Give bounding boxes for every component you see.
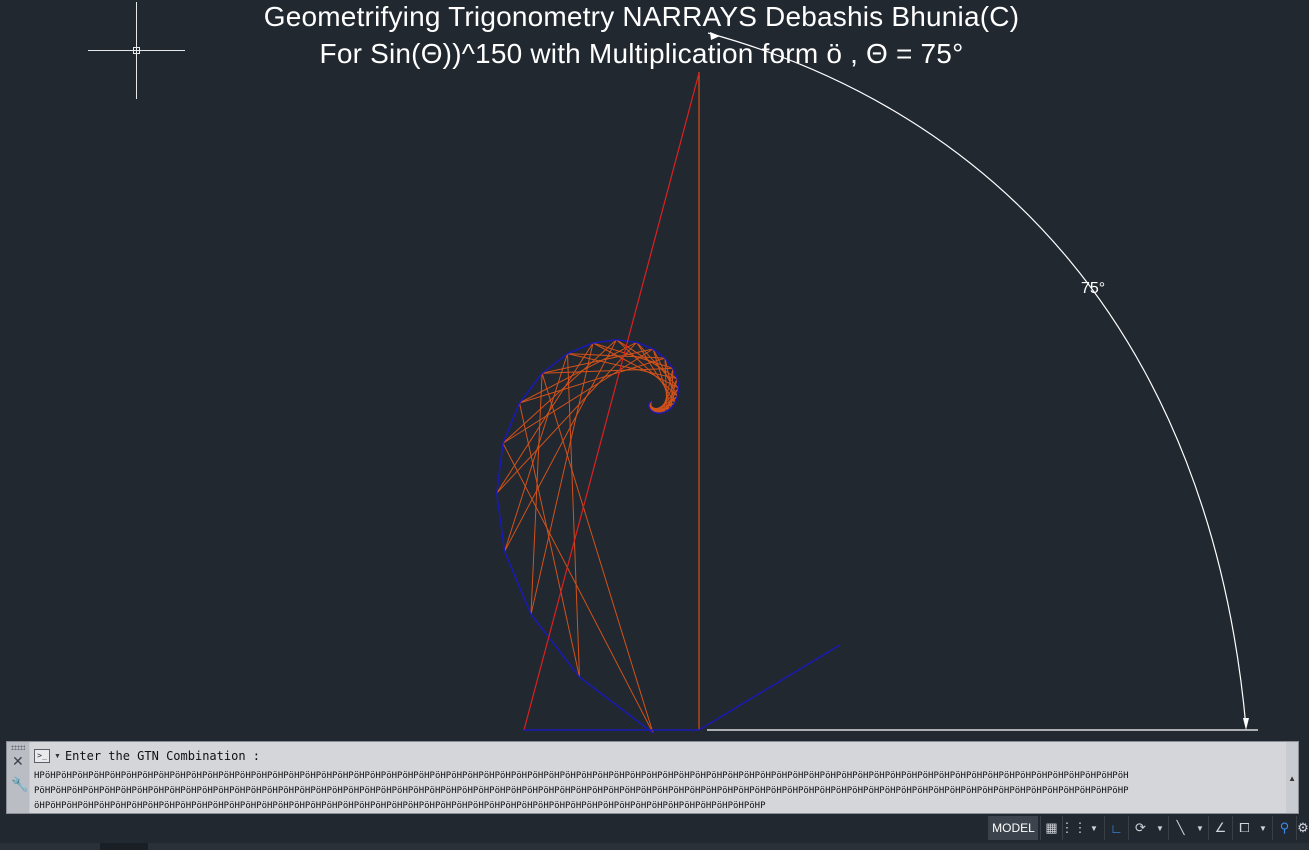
spiral-edge	[652, 348, 666, 359]
command-text-line: öHPöHPöHPöHPöHPöHPöHPöHPöHPöHPöHPöHPöHPö…	[34, 801, 766, 811]
spiral-edge	[503, 551, 532, 615]
spiral-edge	[495, 443, 504, 494]
polar-tracking-dropdown-icon[interactable]: ▼	[1156, 823, 1164, 833]
star-chord	[530, 342, 594, 615]
star-chord	[496, 341, 638, 494]
command-line-grip[interactable]: ✕ 🔧	[7, 742, 29, 813]
crosshair-pickbox	[133, 47, 140, 54]
workspace-switch-icon[interactable]: ⚙	[1296, 816, 1309, 840]
snap-mode-dropdown-icon[interactable]: ▼	[1090, 823, 1098, 833]
isometric-drafting-icon[interactable]: ╲	[1168, 816, 1192, 840]
customize-wrench-icon[interactable]: 🔧	[11, 776, 29, 792]
selection-dropdown-icon[interactable]: ▼	[1259, 823, 1267, 833]
status-bar	[0, 815, 1309, 843]
star-chord	[502, 339, 617, 444]
dimension-arrowhead-bottom	[1243, 718, 1249, 730]
star-chord	[530, 373, 543, 615]
command-line-body[interactable]: >_ ▼ Enter the GTN Combination : HPöHPöH…	[30, 742, 1286, 813]
star-chord	[658, 378, 678, 414]
layout-tab[interactable]	[100, 843, 148, 850]
spiral-edge	[567, 342, 594, 355]
star-chord	[502, 348, 654, 444]
star-chord	[519, 341, 637, 404]
angle-dimension	[707, 32, 1258, 731]
drawing-title-line2: For Sin(Θ))^150 with Multiplication form…	[319, 38, 964, 69]
star-chord	[542, 367, 674, 374]
selection-cycling-icon[interactable]: ⧠	[1232, 816, 1256, 840]
layout-tabs-strip	[0, 843, 1309, 850]
command-text-line: HPöHPöHPöHPöHPöHPöHPöHPöHPöHPöHPöHPöHPöH…	[34, 771, 1129, 781]
hypotenuse-ray	[523, 72, 700, 731]
star-chord	[664, 358, 668, 412]
star-chord	[504, 339, 617, 552]
spiral-edge	[518, 372, 543, 404]
dimension-arrowhead-top	[710, 32, 720, 40]
spiral-edge	[655, 412, 660, 415]
isometric-dropdown-icon[interactable]: ▼	[1196, 823, 1204, 833]
close-icon[interactable]: ✕	[12, 753, 24, 769]
star-chord	[652, 348, 672, 409]
geometrifying-figure	[495, 72, 841, 734]
star-chord	[519, 402, 580, 678]
spiral-edge	[592, 339, 617, 344]
spiral-edge	[649, 401, 652, 403]
command-prompt-text: Enter the GTN Combination :	[64, 749, 261, 763]
spiral-edge	[636, 341, 654, 350]
crosshair-vertical	[136, 2, 137, 99]
dynamic-ucs-icon[interactable]: ∠	[1208, 816, 1232, 840]
star-chord	[636, 342, 676, 404]
spiral-edge	[652, 411, 656, 414]
star-chord	[504, 353, 568, 552]
snap-mode-icon[interactable]: ⋮⋮	[1061, 816, 1087, 840]
annotation-monitor-icon[interactable]: ⚲	[1272, 816, 1296, 840]
spiral-edge	[579, 676, 654, 734]
grid-display-icon[interactable]: ▦	[1040, 816, 1062, 840]
polar-tracking-icon[interactable]: ⟳	[1128, 816, 1152, 840]
star-chord	[519, 357, 666, 404]
scroll-up-icon[interactable]: ▲	[1288, 774, 1296, 783]
spiral-edge	[664, 357, 674, 369]
dimension-arc	[707, 32, 1247, 728]
dimension-angle-label: 75°	[1081, 280, 1106, 297]
spiral-edge	[495, 493, 506, 552]
star-chord	[662, 368, 674, 413]
drawing-title-line1: Geometrifying Trigonometry NARRAYS Debas…	[263, 1, 1020, 32]
star-chord	[502, 442, 654, 734]
grip-dots-icon[interactable]	[11, 745, 25, 750]
spiral-edge	[676, 388, 680, 397]
star-chord	[567, 353, 580, 678]
command-text-line: PöHPöHPöHPöHPöHPöHPöHPöHPöHPöHPöHPöHPöHP…	[34, 786, 1129, 796]
star-chord	[567, 353, 666, 359]
spiral-edge	[666, 407, 672, 412]
spiral-edge	[530, 613, 581, 678]
spiral-edge	[541, 353, 568, 374]
spiral-edge	[648, 406, 651, 409]
spiral-edge	[658, 412, 663, 415]
spiral-edge	[650, 409, 654, 413]
spiral-edge	[670, 402, 676, 409]
star-chord	[567, 353, 678, 380]
star-chord	[616, 339, 678, 397]
chevron-down-icon[interactable]: ▼	[54, 752, 61, 760]
star-chord	[496, 342, 594, 494]
spiral-edge	[674, 396, 679, 404]
spiral-edge	[616, 339, 637, 344]
spiral-edge	[502, 402, 521, 444]
spiral-edge	[649, 408, 652, 411]
star-chord	[541, 348, 654, 374]
command-line-panel[interactable]: ✕ 🔧 >_ ▼ Enter the GTN Combination : HPö…	[6, 741, 1299, 814]
spiral-edge	[662, 410, 668, 414]
spiral-edge	[676, 378, 680, 389]
command-prompt-row: >_ ▼ Enter the GTN Combination :	[34, 748, 260, 764]
command-prompt-icon[interactable]: >_	[34, 749, 50, 763]
model-space-button[interactable]: MODEL	[988, 816, 1038, 840]
command-input-text[interactable]: HPöHPöHPöHPöHPöHPöHPöHPöHPöHPöHPöHPöHPöH…	[34, 769, 1280, 813]
spiral-edge	[648, 401, 651, 404]
star-chord	[592, 342, 679, 389]
base-edge	[698, 644, 841, 731]
ortho-mode-icon[interactable]: ∟	[1104, 816, 1128, 840]
drawing-canvas[interactable]	[0, 0, 1309, 740]
spiral-edge	[672, 368, 678, 379]
star-chord	[541, 373, 654, 734]
